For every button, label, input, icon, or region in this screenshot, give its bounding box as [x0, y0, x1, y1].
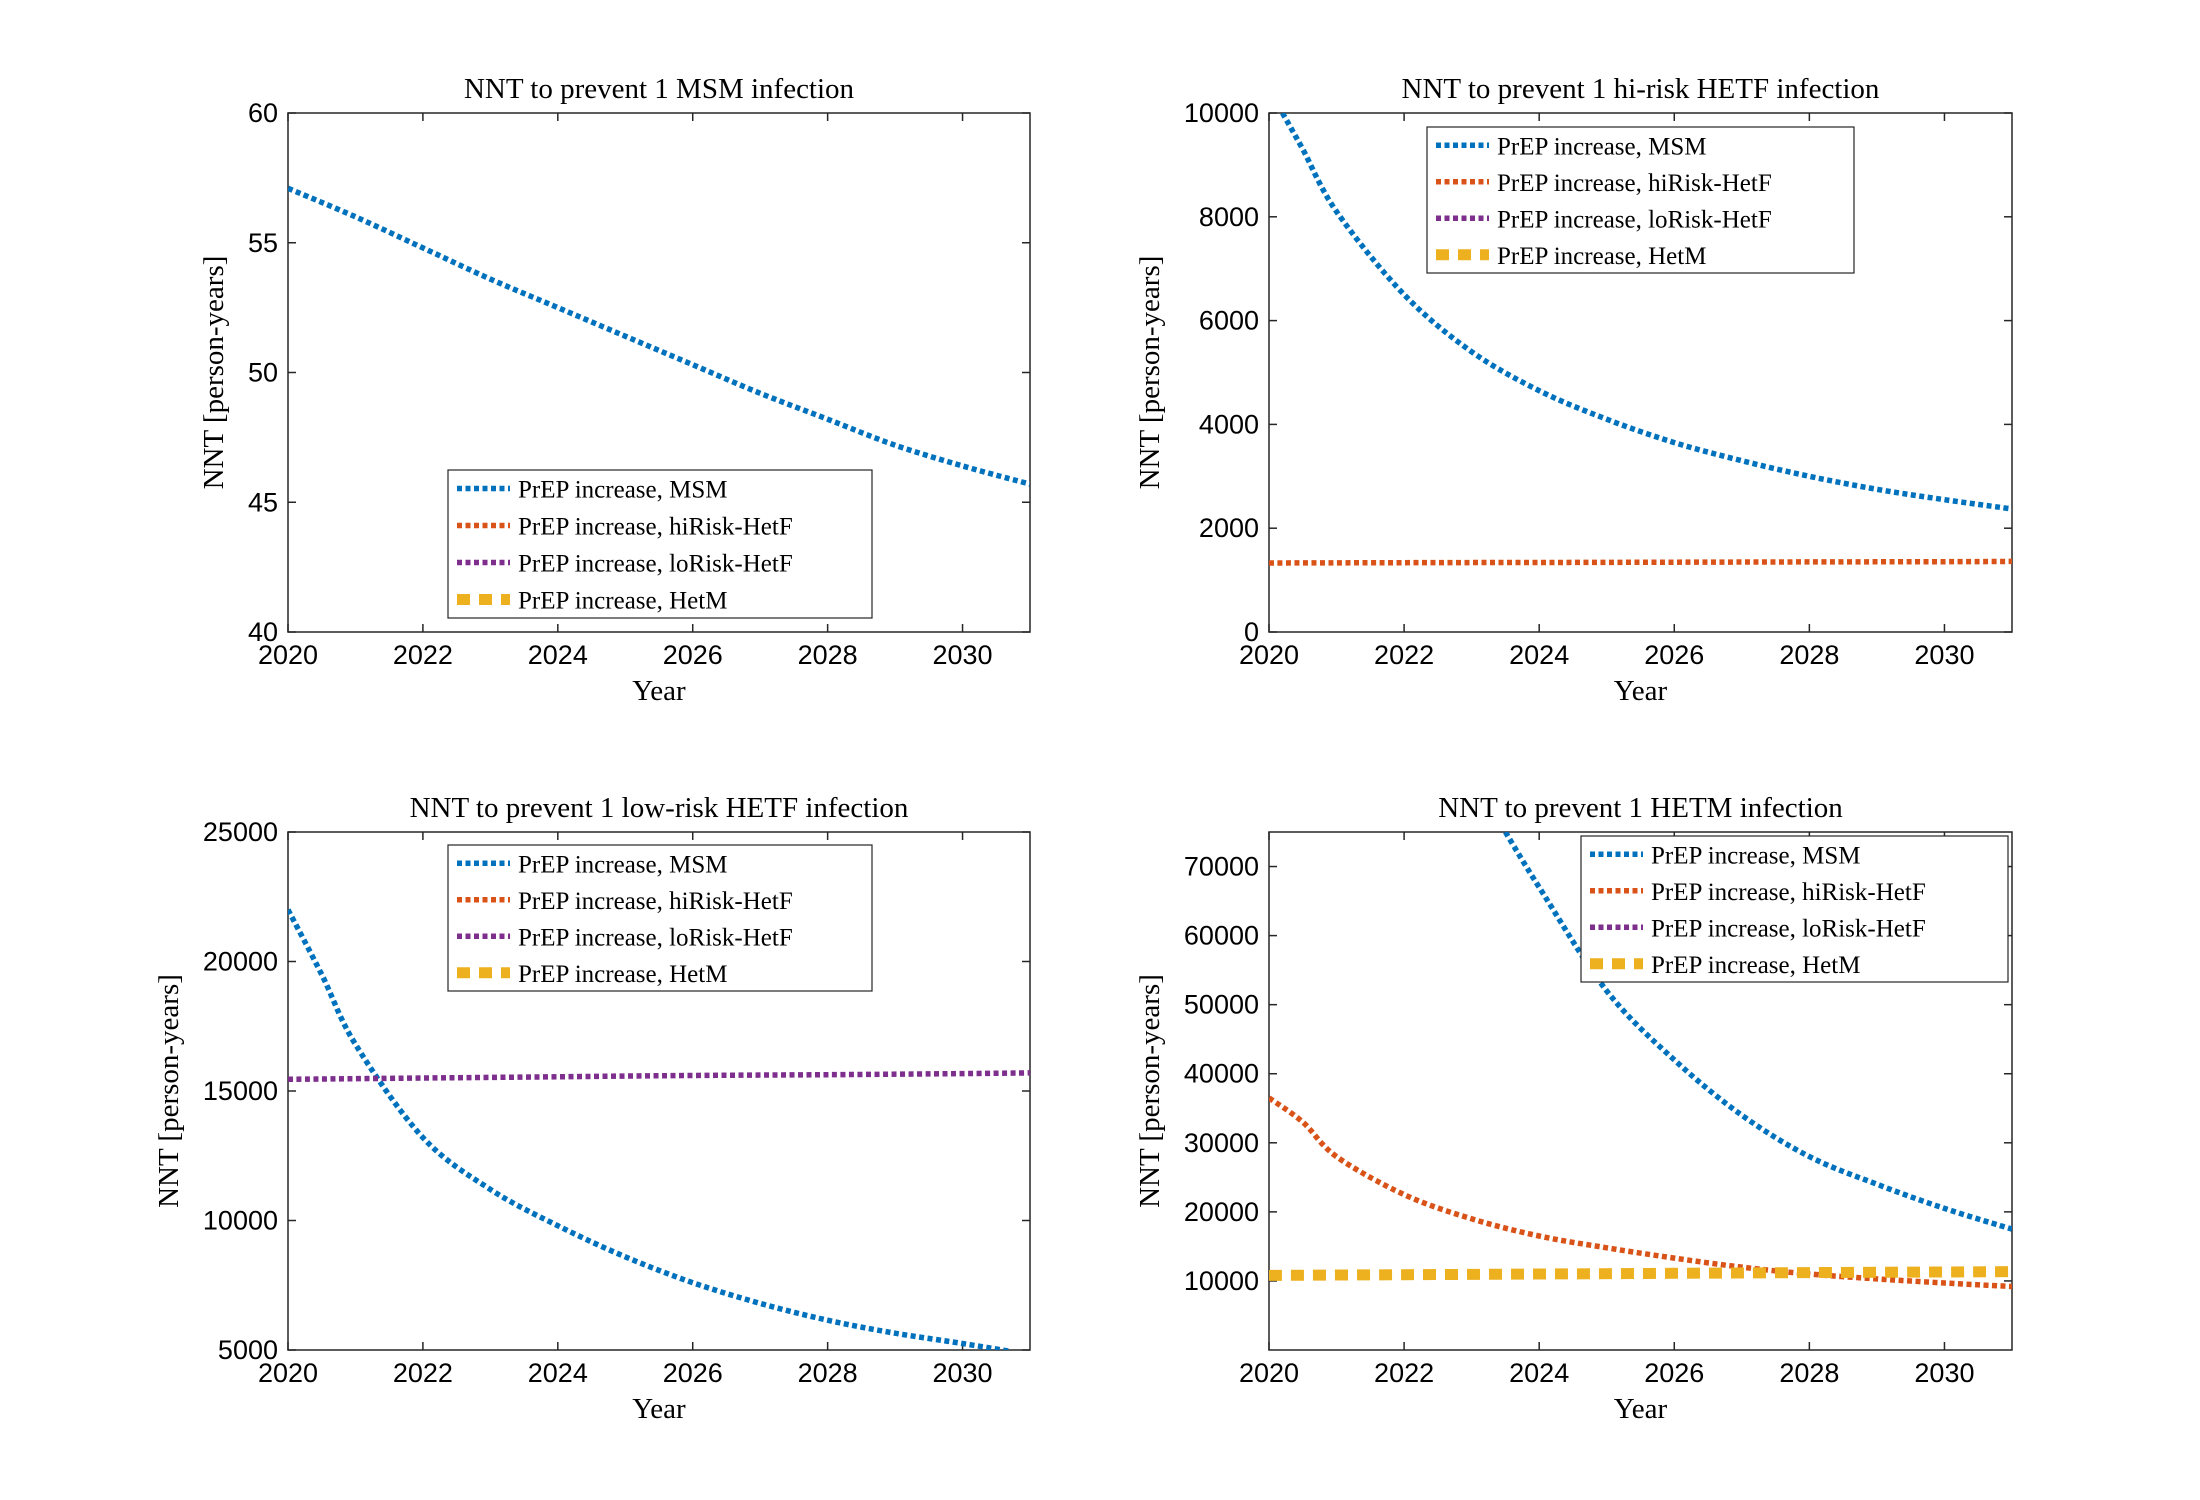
y-tick-label: 10000 [1184, 98, 1259, 128]
chart-panel-1: NNT to prevent 1 MSM infection 2020 2022 20… [198, 73, 1031, 707]
x-axis-label: Year [1614, 1393, 1668, 1425]
series-line [1269, 1266, 2012, 1281]
x-tick-label: 2020 [1239, 640, 1299, 670]
legend-entry: PrEP increase, loRisk-HetF [1651, 915, 1926, 942]
legend-entry: PrEP increase, MSM [1651, 842, 1860, 869]
y-tick-label: 6000 [1199, 306, 1259, 336]
y-tick-label: 10000 [203, 1206, 278, 1236]
x-tick-label: 2026 [1644, 1358, 1704, 1388]
legend-box [447, 844, 873, 992]
x-tick-label: 2024 [528, 1358, 588, 1388]
chart-panel-3: NNT to prevent 1 low-risk HETF infection… [153, 792, 1031, 1425]
legend: PrEP increase, MSM PrEP increase, hiRisk-… [447, 469, 873, 619]
x-axis-label: Year [632, 675, 686, 707]
x-tick-label: 2024 [1509, 640, 1569, 670]
y-tick-label: 45 [248, 487, 278, 517]
x-tick-label: 2028 [1779, 640, 1839, 670]
legend-entry: PrEP increase, HetM [1651, 952, 1860, 979]
legend-entry: PrEP increase, hiRisk-HetF [1497, 170, 1772, 197]
x-tick-label: 2030 [933, 1358, 993, 1388]
x-tick-label: 2028 [798, 640, 858, 670]
y-tick-label: 2000 [1199, 513, 1259, 543]
y-tick-label: 15000 [203, 1076, 278, 1106]
y-axis-label: NNT [person-years] [153, 974, 185, 1208]
y-tick-label: 30000 [1184, 1128, 1259, 1158]
legend-entry: PrEP increase, HetM [518, 961, 727, 988]
series-line [288, 908, 1011, 1350]
y-tick-label: 40000 [1184, 1059, 1259, 1089]
x-tick-label: 2022 [1374, 640, 1434, 670]
series-line [1503, 832, 2012, 1232]
y-axis-label: NNT [person-years] [198, 256, 230, 490]
x-tick-label: 2020 [1239, 1358, 1299, 1388]
y-tick-label: 25000 [203, 817, 278, 847]
x-axis-label: Year [632, 1393, 686, 1425]
legend-entry: PrEP increase, loRisk-HetF [1497, 206, 1772, 233]
x-tick-label: 2022 [393, 1358, 453, 1388]
legend-entry: PrEP increase, MSM [1497, 133, 1706, 160]
legend-entry: PrEP increase, HetM [518, 588, 727, 615]
legend-entry: PrEP increase, MSM [518, 851, 727, 878]
legend-entry: PrEP increase, HetM [1497, 243, 1706, 270]
chart-panel-2: NNT to prevent 1 hi-risk HETF infection 2… [1134, 73, 2013, 707]
y-tick-label: 5000 [218, 1335, 278, 1365]
x-tick-label: 2026 [1644, 640, 1704, 670]
x-tick-label: 2028 [1779, 1358, 1839, 1388]
x-axis-label: Year [1614, 675, 1668, 707]
y-tick-label: 50 [248, 358, 278, 388]
x-tick-label: 2022 [1374, 1358, 1434, 1388]
y-tick-label: 50000 [1184, 990, 1259, 1020]
legend-entry: PrEP increase, loRisk-HetF [518, 551, 793, 578]
series-line [288, 185, 1030, 487]
chart-panel-4: NNT to prevent 1 HETM infection 2020 2022 2… [1134, 792, 2013, 1425]
x-tick-label: 2030 [933, 640, 993, 670]
series-line [1280, 113, 2012, 512]
y-tick-label: 60000 [1184, 921, 1259, 951]
legend-entry: PrEP increase, hiRisk-HetF [518, 888, 793, 915]
legend: PrEP increase, MSM PrEP increase, hiRisk-… [1580, 835, 2009, 983]
chart-title: NNT to prevent 1 hi-risk HETF infection [1402, 73, 1880, 105]
series-line [1269, 558, 2012, 566]
x-tick-label: 2030 [1914, 640, 1974, 670]
y-tick-label: 70000 [1184, 852, 1259, 882]
y-axis-label: NNT [person-years] [1134, 974, 1166, 1208]
series-line [1269, 1095, 2012, 1290]
y-tick-label: 20000 [1184, 1197, 1259, 1227]
legend-entry: PrEP increase, loRisk-HetF [518, 924, 793, 951]
chart-title: NNT to prevent 1 MSM infection [464, 73, 855, 105]
x-tick-label: 2020 [258, 640, 318, 670]
x-tick-label: 2028 [798, 1358, 858, 1388]
y-tick-label: 55 [248, 228, 278, 258]
y-tick-label: 8000 [1199, 202, 1259, 232]
legend-entry: PrEP increase, hiRisk-HetF [1651, 879, 1926, 906]
x-tick-label: 2026 [663, 1358, 723, 1388]
legend-entry: PrEP increase, hiRisk-HetF [518, 514, 793, 541]
x-tick-label: 2020 [258, 1358, 318, 1388]
x-tick-label: 2026 [663, 640, 723, 670]
legend: PrEP increase, MSM PrEP increase, hiRisk-… [1426, 126, 1855, 274]
y-tick-label: 4000 [1199, 409, 1259, 439]
y-tick-label: 0 [1244, 617, 1259, 647]
legend-box [1580, 835, 2009, 983]
x-tick-label: 2030 [1914, 1358, 1974, 1388]
y-axis-label: NNT [person-years] [1134, 256, 1166, 490]
chart-title: NNT to prevent 1 low-risk HETF infection [410, 792, 909, 824]
legend-box [1426, 126, 1855, 274]
y-tick-label: 20000 [203, 947, 278, 977]
y-tick-label: 40 [248, 617, 278, 647]
y-tick-label: 60 [248, 98, 278, 128]
x-tick-label: 2024 [528, 640, 588, 670]
y-tick-label: 10000 [1184, 1266, 1259, 1296]
legend: PrEP increase, MSM PrEP increase, hiRisk-… [447, 844, 873, 992]
x-tick-label: 2024 [1509, 1358, 1569, 1388]
legend-entry: PrEP increase, MSM [518, 477, 727, 504]
chart-title: NNT to prevent 1 HETM infection [1438, 792, 1843, 824]
x-tick-label: 2022 [393, 640, 453, 670]
legend-box [447, 469, 873, 619]
